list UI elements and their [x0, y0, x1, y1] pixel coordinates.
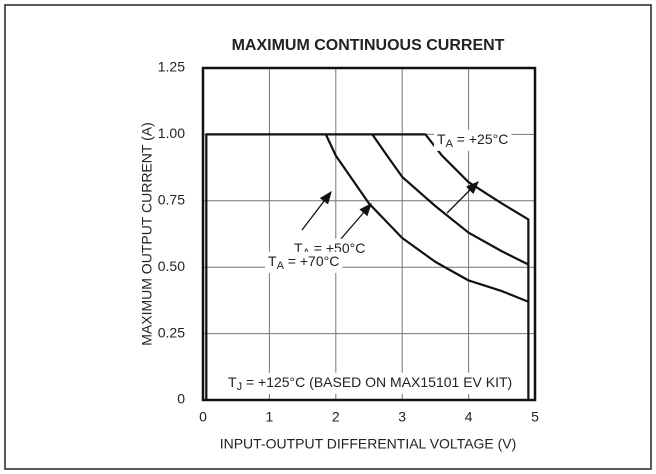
subscript: J: [237, 381, 243, 393]
y-tick-label: 1.25: [158, 59, 185, 75]
curve: [324, 133, 529, 303]
y-tick-label: 0.25: [158, 324, 185, 340]
y-tick-label: 0: [177, 391, 185, 407]
annotation-part: = +25°C: [453, 131, 508, 147]
x-tick-label: 4: [465, 409, 473, 425]
annotation-part: T: [268, 253, 277, 269]
annotation-part: = +70°C: [284, 253, 339, 269]
x-tick-label: 5: [531, 409, 539, 425]
arrow: [446, 181, 479, 214]
y-axis-label: MAXIMUM OUTPUT CURRENT (A): [139, 122, 155, 345]
annotation-bg: [225, 372, 516, 394]
curve: [371, 133, 529, 266]
annotation-bg: [265, 251, 343, 273]
annotation-part: T: [294, 240, 303, 256]
annotation-part: T: [228, 374, 237, 390]
x-tick-label: 2: [332, 409, 340, 425]
annotation-bg: [434, 129, 512, 151]
annotation: TA = +70°C: [268, 253, 339, 272]
annotation: TA = +25°C: [437, 131, 508, 150]
subscript: A: [446, 138, 454, 150]
x-tick-label: 3: [398, 409, 406, 425]
y-tick-label: 0.75: [158, 192, 185, 208]
frame: [4, 4, 652, 470]
x-axis-label: INPUT-OUTPUT DIFFERENTIAL VOLTAGE (V): [220, 436, 517, 452]
x-tick-label: 1: [266, 409, 274, 425]
curve: [205, 133, 530, 400]
x-tick-label: 0: [199, 409, 207, 425]
annotation-part: T: [437, 131, 446, 147]
chart-title: MAXIMUM CONTINUOUS CURRENT: [232, 37, 505, 54]
arrow: [339, 203, 372, 241]
annotation-part: = +125°C (BASED ON MAX15101 EV KIT): [242, 374, 512, 390]
y-tick-label: 0.50: [158, 258, 185, 274]
subscript: A: [277, 260, 285, 272]
arrow: [301, 190, 332, 231]
annotation: TJ = +125°C (BASED ON MAX15101 EV KIT): [228, 374, 512, 393]
plot-border: [201, 66, 537, 402]
y-tick-label: 1.00: [158, 125, 185, 141]
